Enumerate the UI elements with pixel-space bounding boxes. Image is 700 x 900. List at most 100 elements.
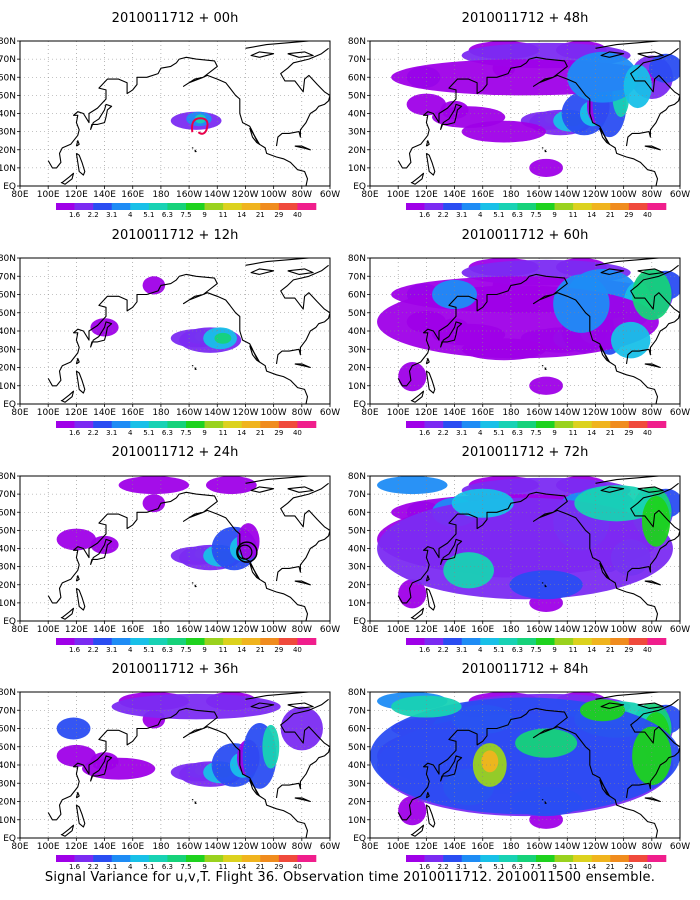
y-tick-label: EQ xyxy=(3,834,16,844)
coastlines xyxy=(397,41,680,186)
colorbar-swatch xyxy=(74,203,94,210)
x-tick-label: 140E xyxy=(93,190,116,200)
variance-contour xyxy=(56,717,91,740)
y-tick-label: 30N xyxy=(0,779,16,789)
colorbar-label: 3.1 xyxy=(106,429,117,437)
variance-contour xyxy=(56,528,97,551)
colorbar-label: 29 xyxy=(624,863,633,871)
y-tick-label: 10N xyxy=(0,816,16,826)
coastlines xyxy=(47,41,330,186)
colorbar-label: 9 xyxy=(552,646,556,654)
x-tick-label: 120E xyxy=(415,408,438,418)
colorbar-swatch xyxy=(167,421,187,428)
y-tick-label: 10N xyxy=(0,382,16,392)
colorbar-swatch xyxy=(498,855,518,862)
x-tick-label: 180 xyxy=(502,625,519,635)
coastline xyxy=(249,345,261,363)
colorbar-swatch xyxy=(554,855,574,862)
colorbar-swatch xyxy=(111,203,131,210)
colorbar-label: 7.5 xyxy=(530,863,541,871)
colorbar-label: 21 xyxy=(256,429,265,437)
colorbar-swatch xyxy=(278,203,298,210)
y-tick-label: 60N xyxy=(348,725,366,735)
variance-contour xyxy=(82,757,156,780)
colorbar-label: 29 xyxy=(624,211,633,219)
colorbar-label: 40 xyxy=(643,211,652,219)
x-tick-label: 60W xyxy=(320,408,340,418)
colorbar-label: 2.2 xyxy=(88,211,99,219)
y-tick-label: 40N xyxy=(348,545,366,555)
colorbar-label: 5.1 xyxy=(143,646,154,654)
y-tick-label: 20N xyxy=(0,364,16,374)
coastline xyxy=(179,491,309,621)
x-tick-label: 100W xyxy=(261,190,287,200)
colorbar-label: 29 xyxy=(274,646,283,654)
x-tick-label: 120E xyxy=(415,625,438,635)
y-tick-label: 70N xyxy=(0,706,16,716)
colorbar-label: 4 xyxy=(128,646,133,654)
colorbar-swatch xyxy=(111,638,131,645)
y-tick-label: 30N xyxy=(348,128,366,138)
colorbar-swatch xyxy=(241,855,261,862)
variance-contour xyxy=(610,321,651,359)
coastline xyxy=(544,584,547,588)
x-tick-label: 140W xyxy=(554,625,580,635)
colorbar-label: 3.1 xyxy=(106,646,117,654)
colorbar-label: 1.6 xyxy=(419,863,431,871)
x-tick-label: 160W xyxy=(526,408,552,418)
colorbar-swatch xyxy=(130,638,150,645)
x-tick-label: 140E xyxy=(93,625,116,635)
x-tick-label: 120E xyxy=(65,842,88,852)
coastline xyxy=(439,538,463,565)
colorbar-label: 6.3 xyxy=(162,211,173,219)
y-tick-label: 30N xyxy=(0,128,16,138)
colorbar-label: 40 xyxy=(293,211,302,219)
colorbar-swatch xyxy=(591,855,611,862)
colorbar-label: 4 xyxy=(478,429,483,437)
colorbar-swatch xyxy=(204,203,224,210)
x-tick-label: 100W xyxy=(611,625,637,635)
coastline xyxy=(529,707,659,838)
coastline xyxy=(425,370,436,394)
coastline xyxy=(245,41,330,49)
x-tick-label: 80W xyxy=(642,625,662,635)
panel-title: 2010011712 + 72h xyxy=(462,445,589,460)
variance-contour xyxy=(262,724,280,769)
colorbar-label: 7.5 xyxy=(180,429,191,437)
colorbar-label: 5.1 xyxy=(493,863,504,871)
y-tick-label: EQ xyxy=(353,182,366,192)
colorbar-swatch xyxy=(260,855,280,862)
x-tick-label: 160W xyxy=(526,842,552,852)
y-tick-label: 60N xyxy=(0,291,16,301)
x-tick-label: 80E xyxy=(11,625,28,635)
colorbar-label: 5.1 xyxy=(493,646,504,654)
x-tick-label: 100E xyxy=(37,842,60,852)
y-tick-label: EQ xyxy=(353,834,366,844)
x-tick-label: 140E xyxy=(93,408,116,418)
coastline xyxy=(410,607,425,620)
coastline xyxy=(179,273,309,404)
coastline xyxy=(75,587,86,611)
y-tick-label: 40N xyxy=(348,327,366,337)
colorbar-label: 9 xyxy=(552,429,556,437)
colorbar-label: 40 xyxy=(643,863,652,871)
colorbar: 1.6 2.2 3.1 4 5.1 6.3 7.5 9 11 14 21 29 40 xyxy=(56,203,317,219)
coastline xyxy=(410,824,425,837)
x-tick-label: 80W xyxy=(642,408,662,418)
colorbar-swatch xyxy=(297,203,317,210)
coastlines xyxy=(47,692,330,838)
y-tick-label: 60N xyxy=(348,508,366,518)
coastline xyxy=(425,791,430,799)
x-tick-label: 80E xyxy=(361,190,378,200)
y-tick-label: 50N xyxy=(0,526,16,536)
colorbar-label: 11 xyxy=(569,211,578,219)
colorbar-swatch xyxy=(297,855,317,862)
y-tick-label: 10N xyxy=(0,164,16,174)
colorbar-label: 5.1 xyxy=(143,429,154,437)
coastline xyxy=(644,145,661,151)
colorbar-swatch xyxy=(573,638,593,645)
y-tick-label: 20N xyxy=(348,364,366,374)
variance-contour xyxy=(623,64,652,109)
coastline xyxy=(600,268,625,275)
